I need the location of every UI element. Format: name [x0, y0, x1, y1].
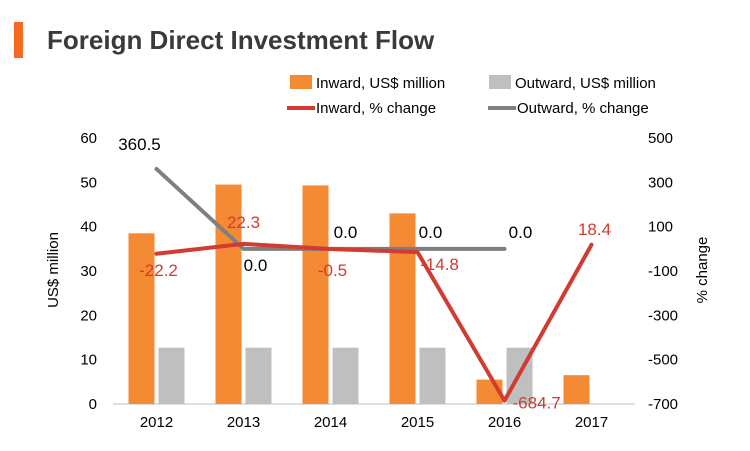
x-tick-label: 2012	[140, 414, 173, 431]
y2-tick-label: 300	[648, 174, 673, 191]
x-tick-label: 2016	[488, 414, 521, 431]
data-label-outward-pct: 0.0	[244, 256, 268, 275]
y-tick-label: 50	[80, 174, 97, 191]
y2-tick-label: -700	[648, 396, 678, 413]
data-label-inward-pct: -0.5	[318, 261, 347, 280]
line-outward-pct	[154, 166, 507, 251]
y2-axis-title: % change	[694, 237, 711, 304]
legend-label-inward-bar: Inward, US$ million	[316, 75, 445, 92]
data-label-inward-pct: 18.4	[578, 220, 611, 239]
bar-inward	[215, 184, 242, 404]
data-label-inward-pct: -684.7	[513, 394, 561, 413]
y-tick-label: 10	[80, 352, 97, 369]
y-axis-title: US$ million	[45, 232, 62, 308]
bar-inward	[563, 375, 590, 404]
data-labels: -22.2 22.3 -0.5 -14.8 -684.7 18.4 360.5 0.0 0.0 0…	[118, 135, 611, 413]
y-axis-ticks: 0 10 20 30 40 50 60	[80, 130, 97, 413]
bar-inward	[128, 233, 155, 404]
data-label-outward-pct: 0.0	[509, 223, 533, 242]
bar-outward	[158, 347, 185, 404]
y-tick-label: 0	[89, 396, 97, 413]
data-label-outward-pct: 0.0	[419, 223, 443, 242]
legend-label-outward-bar: Outward, US$ million	[515, 75, 656, 92]
title-accent-bar	[14, 22, 23, 58]
y2-tick-label: 500	[648, 130, 673, 147]
bar-inward	[302, 185, 329, 404]
data-label-inward-pct: -22.2	[139, 261, 178, 280]
bar-outward	[419, 347, 446, 404]
y-tick-label: 60	[80, 130, 97, 147]
x-tick-label: 2013	[227, 414, 260, 431]
y2-axis-ticks: 500 300 100 -100 -300 -500 -700	[648, 130, 678, 413]
y-tick-label: 40	[80, 219, 97, 236]
legend: Inward, US$ million Outward, US$ million…	[287, 75, 656, 117]
legend-swatch-outward-bar	[489, 75, 511, 89]
y-tick-label: 30	[80, 263, 97, 280]
bar-outward	[245, 347, 272, 404]
legend-label-inward-line: Inward, % change	[316, 100, 436, 117]
bar-inward	[389, 213, 416, 404]
page-title: Foreign Direct Investment Flow	[47, 24, 435, 55]
y2-tick-label: -300	[648, 307, 678, 324]
y2-tick-label: -100	[648, 263, 678, 280]
y2-tick-label: 100	[648, 219, 673, 236]
x-tick-label: 2017	[575, 414, 608, 431]
line-series	[154, 166, 594, 403]
data-label-outward-pct: 360.5	[118, 135, 161, 154]
legend-swatch-inward-bar	[290, 75, 312, 89]
legend-label-outward-line: Outward, % change	[517, 100, 649, 117]
y-tick-label: 20	[80, 307, 97, 324]
data-label-outward-pct: 0.0	[334, 223, 358, 242]
y2-tick-label: -500	[648, 352, 678, 369]
x-tick-label: 2015	[401, 414, 434, 431]
bar-outward	[332, 347, 359, 404]
data-label-inward-pct: 22.3	[227, 213, 260, 232]
x-axis-ticks: 2012 2013 2014 2015 2016 2017	[140, 414, 608, 431]
line-inward-pct	[154, 241, 594, 403]
title-area: Foreign Direct Investment Flow	[14, 20, 434, 60]
data-label-inward-pct: -14.8	[420, 255, 459, 274]
x-tick-label: 2014	[314, 414, 347, 431]
